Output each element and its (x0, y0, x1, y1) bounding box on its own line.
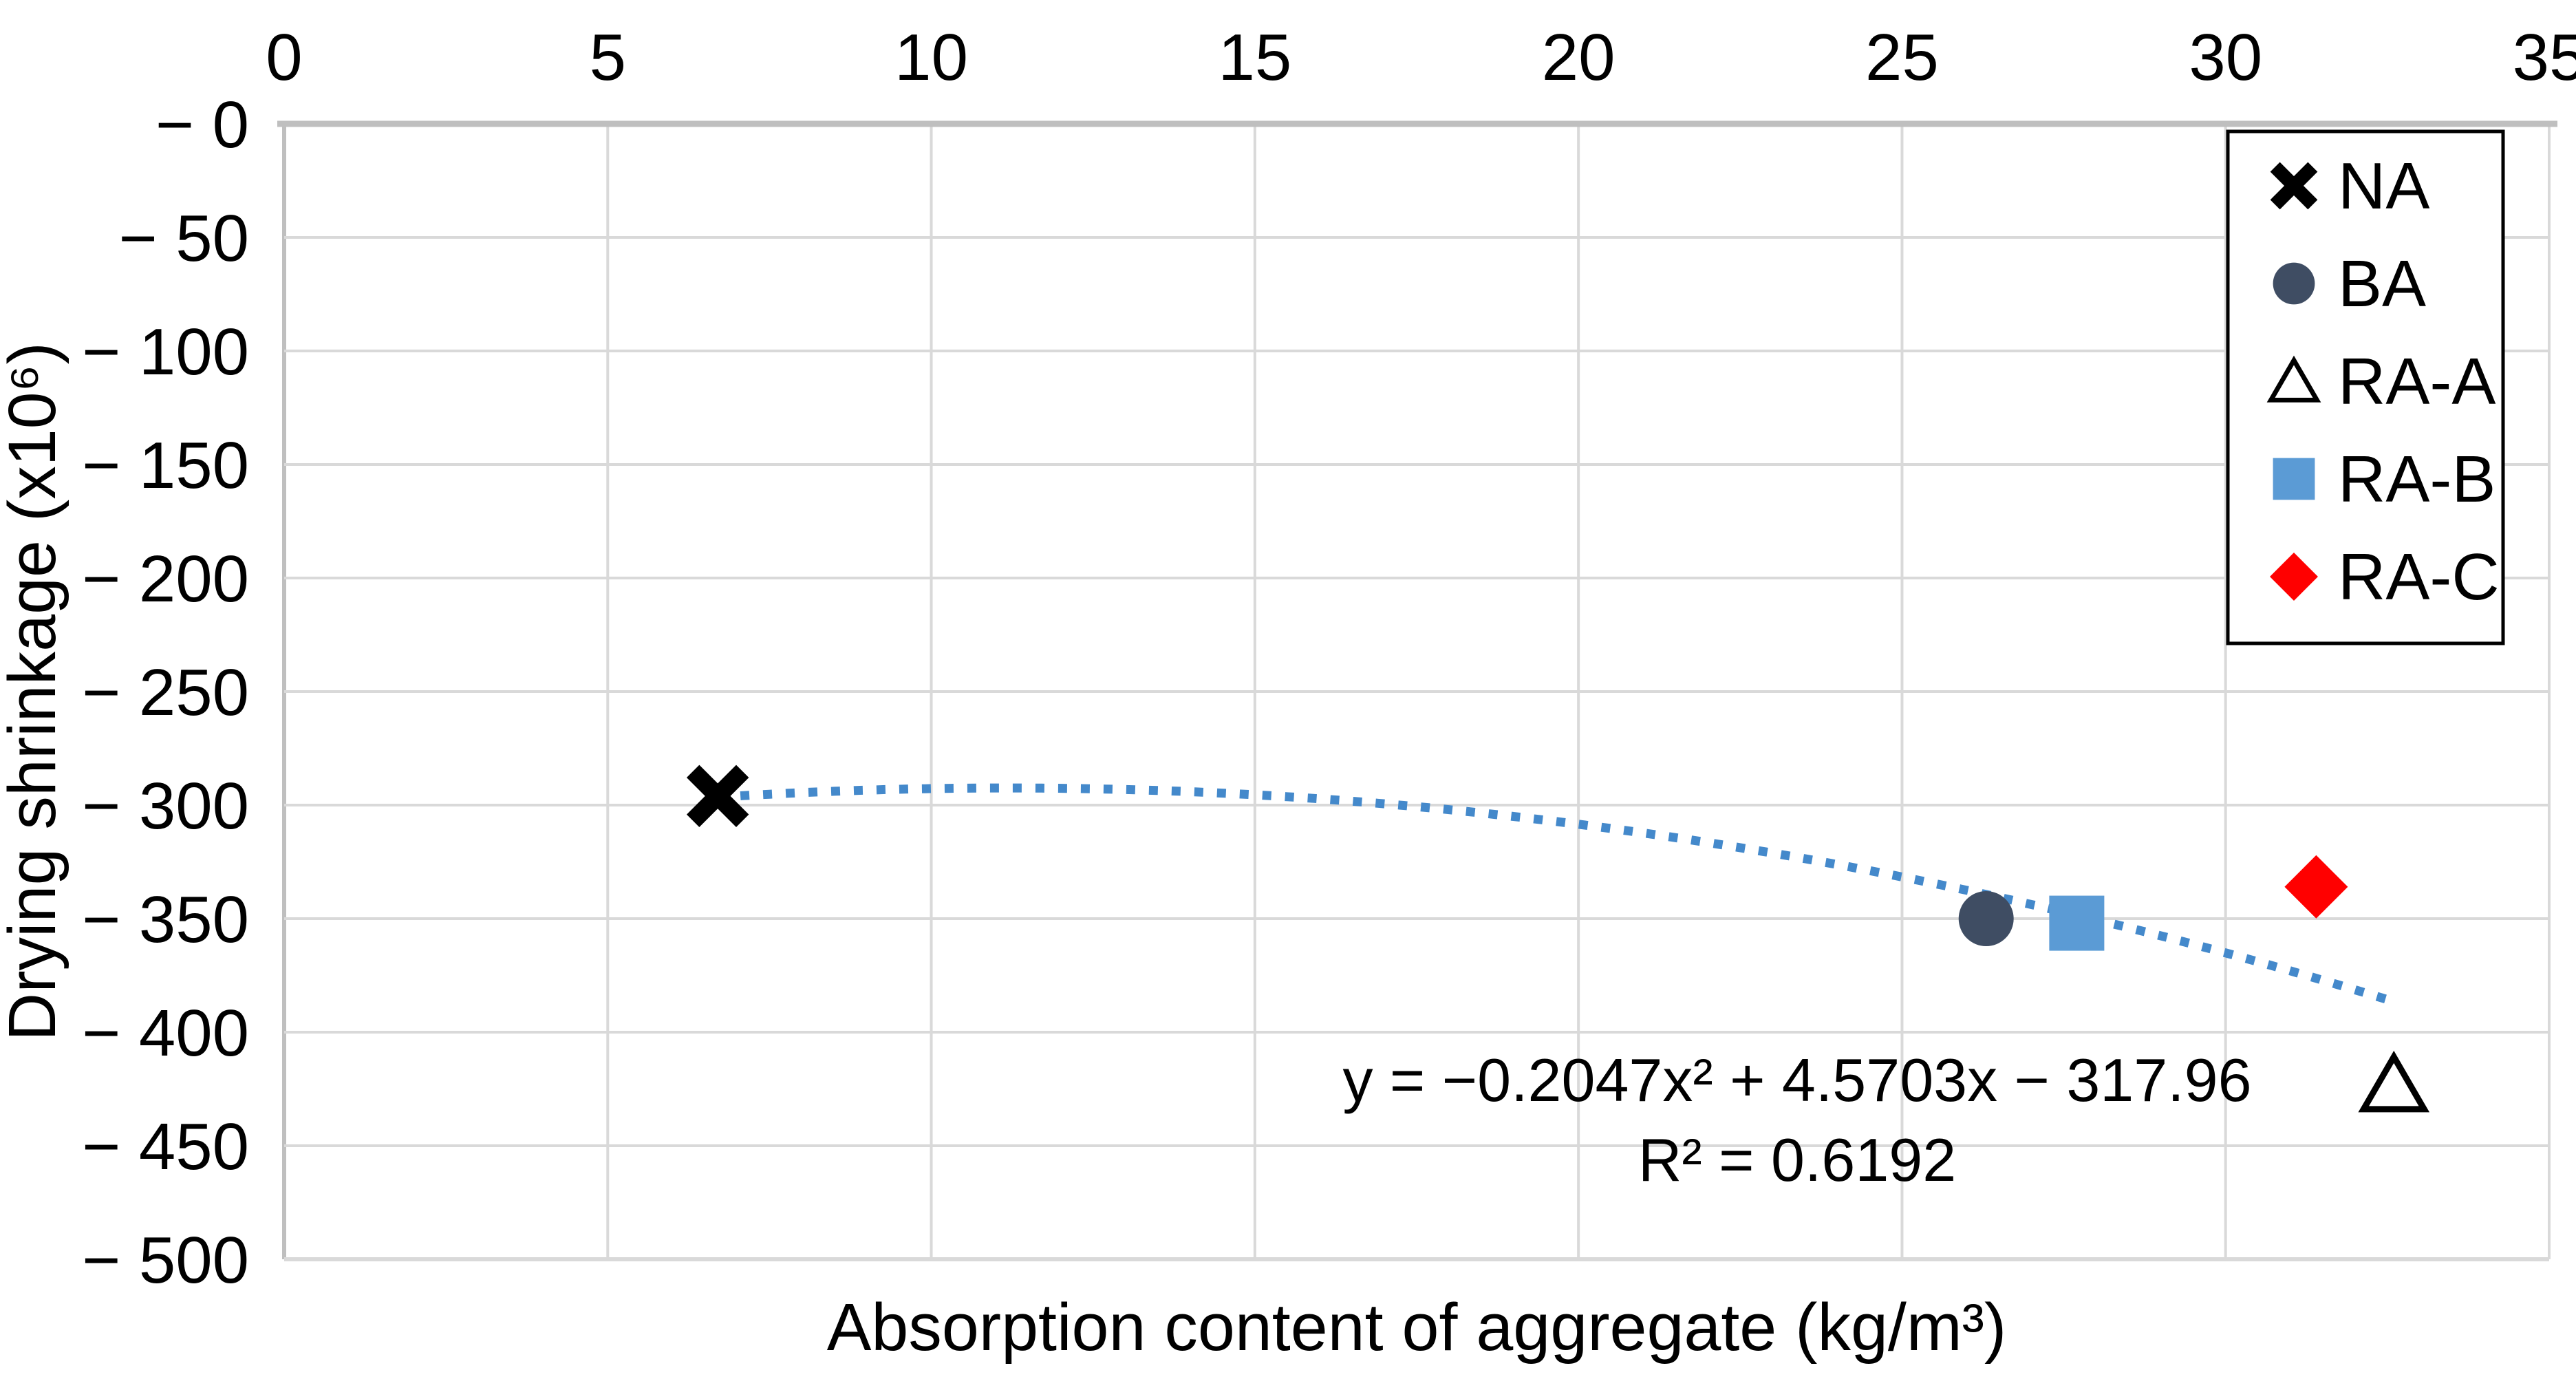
x-axis-tick-label: 0 (266, 21, 302, 94)
legend-item-ba: BA (2273, 247, 2426, 321)
x-axis-tick-label: 5 (590, 21, 626, 94)
legend-item-ra-a: RA-A (2266, 345, 2496, 418)
legend-item-label: BA (2338, 247, 2426, 321)
x-axis-title: Absorption content of aggregate (kg/m³) (827, 1290, 2007, 1365)
data-point-ra-a (2358, 1050, 2430, 1113)
trendline-dotted-curve (717, 783, 2389, 1004)
legend-item-ra-c: RA-C (2270, 540, 2500, 614)
legend-box (2226, 129, 2505, 645)
data-point-ra-c (2284, 855, 2348, 919)
marker-square (2049, 895, 2105, 951)
marker-x-cross (686, 765, 749, 827)
x-axis-tick-label: 30 (2189, 21, 2262, 94)
x-axis-tick-label: 25 (1865, 21, 1939, 94)
x-axis-tick-label: 20 (1542, 21, 1616, 94)
y-axis-tick-label: − 500 (82, 1223, 249, 1297)
y-axis-tick-label: − 350 (82, 883, 249, 956)
x-axis-tick-label: 10 (894, 21, 968, 94)
data-point-ra-b (2049, 895, 2105, 951)
legend-item-label: RA-C (2338, 540, 2500, 614)
marker-circle (1958, 891, 2014, 946)
marker-triangle-open (2358, 1050, 2430, 1113)
y-axis-title: Drying shrinkage (x10⁶) (0, 342, 69, 1041)
marker-diamond (2270, 553, 2318, 601)
y-axis-tick-label: − 450 (82, 1110, 249, 1184)
y-axis-tick-label: − 400 (82, 996, 249, 1070)
marker-triangle-open (2266, 355, 2321, 403)
y-axis-tick-label: − 0 (155, 88, 249, 162)
legend-item-label: NA (2338, 149, 2429, 223)
legend-item-label: RA-A (2338, 345, 2496, 418)
y-axis-tick-label: − 150 (82, 429, 249, 502)
legend-item-na: NA (2270, 149, 2429, 223)
x-axis-tick-label: 15 (1218, 21, 1291, 94)
data-point-ba (1958, 891, 2014, 946)
y-axis-tick-label: − 100 (82, 315, 249, 389)
y-axis-tick-label: − 200 (82, 542, 249, 616)
legend-item-ra-b: RA-B (2273, 442, 2496, 516)
y-axis-tick-label: − 250 (82, 656, 249, 729)
marker-square (2273, 458, 2315, 500)
marker-x-cross (2270, 162, 2318, 210)
y-axis-tick-label: − 300 (82, 769, 249, 843)
legend-item-label: RA-B (2338, 442, 2496, 516)
y-axis-tick-label: − 50 (118, 202, 249, 275)
x-axis-tick-label: 35 (2513, 21, 2576, 94)
data-point-na (686, 765, 749, 827)
trendline-equation-label: y = −0.2047x² + 4.5703x − 317.96 (1342, 1046, 2251, 1114)
marker-diamond (2284, 855, 2348, 919)
trendline-r2-label: R² = 0.6192 (1638, 1126, 1956, 1194)
marker-circle (2273, 262, 2315, 305)
